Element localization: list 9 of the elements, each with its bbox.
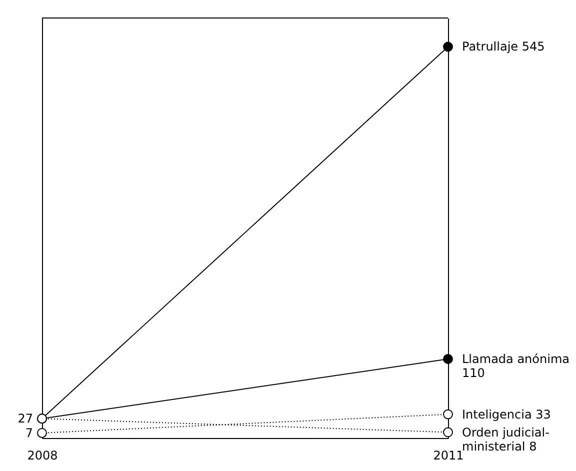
text: Orden judicial-ministerial 8	[462, 425, 550, 454]
text: Patrullaje 545	[462, 40, 545, 54]
data-label: 7	[25, 426, 33, 440]
x-tick-label: 2011	[433, 448, 464, 462]
data-label: 110	[462, 366, 485, 380]
text: Inteligencia 33	[462, 407, 551, 422]
x-tick-label: 2008	[27, 448, 58, 462]
series-label: Llamada anónima	[462, 352, 570, 366]
data-label: 27	[18, 412, 33, 426]
